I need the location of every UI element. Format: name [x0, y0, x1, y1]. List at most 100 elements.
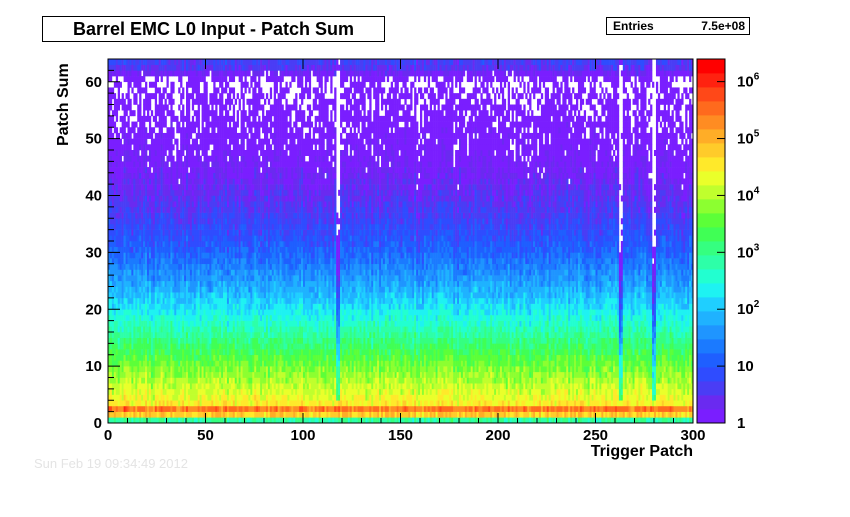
heatmap-cell — [141, 127, 144, 134]
heatmap-cell — [250, 349, 253, 356]
heatmap-cell — [242, 189, 245, 196]
heatmap-cell — [215, 246, 218, 253]
heatmap-cell — [145, 144, 148, 151]
heatmap-cell — [252, 320, 255, 327]
heatmap-cell — [209, 218, 212, 225]
heatmap-cell — [267, 269, 271, 276]
heatmap-cell — [137, 178, 140, 185]
heatmap-cell — [211, 246, 214, 253]
heatmap-cell — [108, 400, 111, 407]
heatmap-cell — [182, 292, 185, 299]
heatmap-cell — [207, 64, 210, 71]
heatmap-cell — [117, 206, 120, 213]
heatmap-cell — [119, 411, 122, 418]
heatmap-cell — [113, 337, 117, 344]
heatmap-cell — [187, 400, 191, 407]
heatmap-cell — [203, 93, 206, 100]
heatmap-cell — [180, 132, 183, 139]
heatmap-cell — [166, 212, 169, 219]
heatmap-cell — [160, 263, 163, 270]
heatmap-cell — [252, 309, 255, 316]
heatmap-cell — [115, 297, 119, 304]
heatmap-cell — [178, 104, 181, 111]
heatmap-cell — [193, 332, 197, 338]
heatmap-cell — [121, 405, 124, 412]
heatmap-cell — [176, 292, 179, 299]
heatmap-cell — [256, 132, 259, 139]
heatmap-cell — [147, 184, 150, 191]
heatmap-cell — [111, 360, 115, 367]
heatmap-cell — [232, 303, 236, 310]
heatmap-cell — [148, 320, 152, 327]
heatmap-cell — [172, 337, 175, 344]
heatmap-cell — [238, 314, 241, 321]
heatmap-cell — [180, 144, 183, 151]
heatmap-cell — [267, 212, 271, 219]
heatmap-cell — [238, 269, 241, 276]
heatmap-cell — [209, 269, 212, 276]
heatmap-cell — [248, 104, 251, 111]
heatmap-cell — [111, 371, 115, 378]
heatmap-cell — [252, 121, 255, 128]
heatmap-cell — [125, 167, 128, 174]
heatmap-cell — [131, 59, 134, 65]
heatmap-cell — [121, 354, 124, 361]
heatmap-cell — [258, 388, 261, 395]
heatmap-cell — [135, 235, 138, 242]
heatmap-cell — [244, 229, 247, 236]
heatmap-cell — [111, 280, 115, 287]
heatmap-cell — [184, 309, 187, 316]
heatmap-cell — [252, 263, 255, 270]
heatmap-cell — [131, 371, 134, 378]
heatmap-cell — [234, 218, 237, 225]
heatmap-cell — [201, 332, 204, 338]
heatmap-cell — [148, 360, 152, 367]
heatmap-cell — [250, 394, 253, 401]
heatmap-cell — [186, 275, 189, 282]
heatmap-cell — [242, 127, 245, 134]
heatmap-cell — [232, 246, 236, 253]
heatmap-cell — [152, 252, 156, 259]
heatmap-cell — [236, 309, 239, 316]
heatmap-cell — [127, 235, 130, 242]
heatmap-cell — [187, 388, 191, 395]
heatmap-cell — [205, 343, 208, 350]
heatmap-cell — [108, 383, 111, 390]
heatmap-cell — [143, 115, 146, 122]
heatmap-cell — [148, 201, 152, 208]
heatmap-cell — [201, 286, 204, 293]
heatmap-cell — [265, 388, 269, 395]
heatmap-cell — [154, 263, 158, 270]
heatmap-cell — [129, 76, 132, 83]
heatmap-cell — [158, 286, 161, 293]
heatmap-cell — [172, 81, 175, 88]
heatmap-cell — [139, 303, 142, 310]
heatmap-cell — [213, 269, 216, 276]
heatmap-cell — [225, 366, 228, 373]
heatmap-cell — [197, 349, 200, 356]
heatmap-cell — [193, 81, 197, 88]
heatmap-cell — [143, 303, 146, 310]
heatmap-cell — [195, 172, 198, 179]
heatmap-cell — [176, 184, 179, 191]
heatmap-cell — [111, 223, 115, 230]
heatmap-cell — [139, 388, 142, 395]
heatmap-cell — [242, 360, 245, 367]
heatmap-cell — [172, 388, 175, 395]
heatmap-cell — [135, 417, 138, 424]
heatmap-cell — [160, 280, 163, 287]
heatmap-cell — [223, 303, 226, 310]
heatmap-cell — [127, 269, 130, 276]
heatmap-cell — [205, 206, 208, 213]
heatmap-cell — [195, 394, 198, 401]
heatmap-cell — [238, 98, 241, 105]
heatmap-cell — [238, 366, 241, 373]
heatmap-cell — [182, 206, 185, 213]
heatmap-cell — [209, 275, 212, 282]
heatmap-cell — [219, 269, 222, 276]
heatmap-cell — [121, 144, 124, 151]
heatmap-cell — [119, 326, 122, 333]
heatmap-cell — [260, 138, 263, 145]
heatmap-cell — [211, 155, 214, 162]
heatmap-cell — [121, 104, 124, 111]
